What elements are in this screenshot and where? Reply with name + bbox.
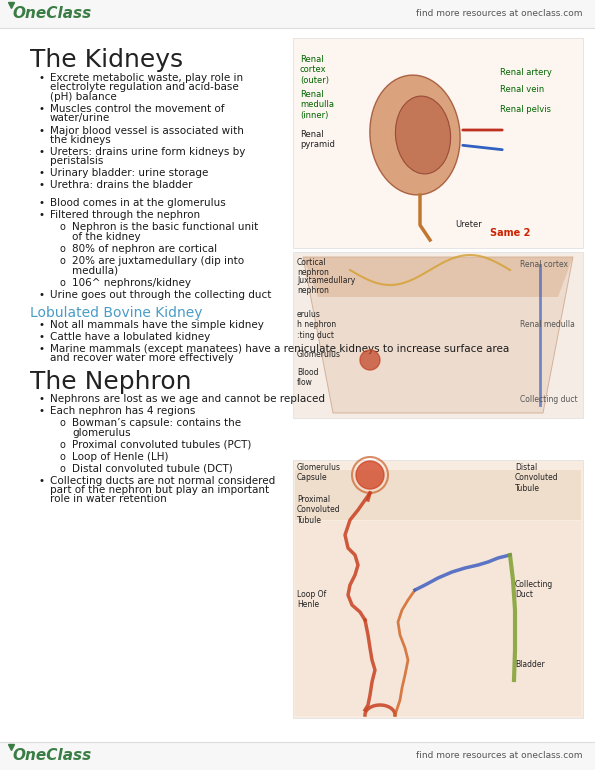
Text: Renal artery: Renal artery <box>500 68 552 77</box>
Text: Major blood vessel is associated with: Major blood vessel is associated with <box>50 126 244 136</box>
Text: Collecting duct: Collecting duct <box>520 395 578 404</box>
Text: •: • <box>38 147 44 157</box>
Text: Renal medulla: Renal medulla <box>520 320 575 329</box>
Text: OneClass: OneClass <box>12 748 91 764</box>
Text: peristalsis: peristalsis <box>50 156 104 166</box>
Text: 106^ nephrons/kidney: 106^ nephrons/kidney <box>72 277 191 287</box>
Text: o: o <box>60 277 66 287</box>
Text: water/urine: water/urine <box>50 113 110 123</box>
Text: Collecting
Duct: Collecting Duct <box>515 580 553 599</box>
Text: Ureter: Ureter <box>455 220 482 229</box>
Text: find more resources at oneclass.com: find more resources at oneclass.com <box>416 9 583 18</box>
Polygon shape <box>303 257 573 297</box>
Text: 20% are juxtamedullary (dip into: 20% are juxtamedullary (dip into <box>72 256 244 266</box>
Text: •: • <box>38 126 44 136</box>
Text: •: • <box>38 343 44 353</box>
Text: Proximal
Convoluted
Tubule: Proximal Convoluted Tubule <box>297 495 340 525</box>
Text: Filtered through the nephron: Filtered through the nephron <box>50 210 200 220</box>
Text: Bladder: Bladder <box>515 660 545 669</box>
Text: Loop Of
Henle: Loop Of Henle <box>297 590 326 609</box>
Text: Loop of Henle (LH): Loop of Henle (LH) <box>72 451 168 461</box>
Text: Renal
cortex
(outer): Renal cortex (outer) <box>300 55 329 85</box>
Text: Not all mammals have the simple kidney: Not all mammals have the simple kidney <box>50 320 264 330</box>
Text: Nephrons are lost as we age and cannot be replaced: Nephrons are lost as we age and cannot b… <box>50 394 325 404</box>
Text: Distal convoluted tubule (DCT): Distal convoluted tubule (DCT) <box>72 464 233 474</box>
Text: Renal
medulla
(inner): Renal medulla (inner) <box>300 90 334 120</box>
Bar <box>293 252 583 418</box>
Text: •: • <box>38 476 44 486</box>
Ellipse shape <box>370 75 460 195</box>
Text: Blood
flow: Blood flow <box>297 368 318 387</box>
Text: Urinary bladder: urine storage: Urinary bladder: urine storage <box>50 169 208 179</box>
Text: Renal
pyramid: Renal pyramid <box>300 130 335 149</box>
Text: Nephron is the basic functional unit: Nephron is the basic functional unit <box>72 223 258 233</box>
Text: glomerulus: glomerulus <box>72 427 131 437</box>
Text: Collecting ducts are not normal considered: Collecting ducts are not normal consider… <box>50 476 275 486</box>
Text: •: • <box>38 73 44 83</box>
Text: Each nephron has 4 regions: Each nephron has 4 regions <box>50 406 195 416</box>
Text: Renal cortex: Renal cortex <box>520 260 568 269</box>
Bar <box>293 460 583 718</box>
Text: Marine mammals (except manatees) have a reniculate kidneys to increase surface a: Marine mammals (except manatees) have a … <box>50 343 509 353</box>
Circle shape <box>356 461 384 489</box>
Text: Excrete metabolic waste, play role in: Excrete metabolic waste, play role in <box>50 73 243 83</box>
Text: Lobulated Bovine Kidney: Lobulated Bovine Kidney <box>30 306 202 320</box>
Text: •: • <box>38 180 44 190</box>
Text: Same 2: Same 2 <box>490 228 530 238</box>
Text: Blood comes in at the glomerulus: Blood comes in at the glomerulus <box>50 199 226 209</box>
Circle shape <box>360 350 380 370</box>
Text: Urine goes out through the collecting duct: Urine goes out through the collecting du… <box>50 290 271 300</box>
Text: •: • <box>38 199 44 209</box>
Text: find more resources at oneclass.com: find more resources at oneclass.com <box>416 752 583 761</box>
Text: Bowman’s capsule: contains the: Bowman’s capsule: contains the <box>72 418 241 428</box>
Text: Juxtamedullary
nephron: Juxtamedullary nephron <box>297 276 355 296</box>
Text: o: o <box>60 244 66 254</box>
Text: •: • <box>38 210 44 220</box>
Text: o: o <box>60 440 66 450</box>
Text: o: o <box>60 451 66 461</box>
Bar <box>295 521 581 716</box>
Text: and recover water more effectively: and recover water more effectively <box>50 353 234 363</box>
Text: •: • <box>38 320 44 330</box>
Bar <box>293 38 583 248</box>
Text: of the kidney: of the kidney <box>72 232 140 242</box>
Text: Ureters: drains urine form kidneys by: Ureters: drains urine form kidneys by <box>50 147 245 157</box>
Text: medulla): medulla) <box>72 266 118 276</box>
Text: part of the nephron but play an important: part of the nephron but play an importan… <box>50 485 269 495</box>
Bar <box>0 742 595 770</box>
Text: •: • <box>38 104 44 114</box>
Polygon shape <box>303 257 573 413</box>
Text: Cortical
nephron: Cortical nephron <box>297 258 329 277</box>
Text: •: • <box>38 290 44 300</box>
Bar <box>0 0 595 28</box>
Text: electrolyte regulation and acid-base: electrolyte regulation and acid-base <box>50 82 239 92</box>
Text: the kidneys: the kidneys <box>50 135 111 145</box>
Text: Cattle have a lobulated kidney: Cattle have a lobulated kidney <box>50 332 210 342</box>
Text: o: o <box>60 418 66 428</box>
Text: •: • <box>38 169 44 179</box>
Text: (pH) balance: (pH) balance <box>50 92 117 102</box>
Text: Urethra: drains the bladder: Urethra: drains the bladder <box>50 180 193 190</box>
Text: o: o <box>60 256 66 266</box>
Text: o: o <box>60 464 66 474</box>
Text: Proximal convoluted tubules (PCT): Proximal convoluted tubules (PCT) <box>72 440 251 450</box>
Text: •: • <box>38 332 44 342</box>
Text: Renal pelvis: Renal pelvis <box>500 105 551 114</box>
Text: o: o <box>60 223 66 233</box>
Text: 80% of nephron are cortical: 80% of nephron are cortical <box>72 244 217 254</box>
Ellipse shape <box>396 96 450 174</box>
Text: •: • <box>38 394 44 404</box>
Text: OneClass: OneClass <box>12 6 91 22</box>
Text: Glomerulus
Capsule: Glomerulus Capsule <box>297 463 341 482</box>
Bar <box>295 470 581 520</box>
Text: The Nephron: The Nephron <box>30 370 192 394</box>
Text: erulus
h nephron
:ting duct: erulus h nephron :ting duct <box>297 310 336 340</box>
Text: Renal vein: Renal vein <box>500 85 544 94</box>
Text: Glomerulus: Glomerulus <box>297 350 341 359</box>
Text: •: • <box>38 406 44 416</box>
Text: Distal
Convoluted
Tubule: Distal Convoluted Tubule <box>515 463 559 493</box>
Text: role in water retention: role in water retention <box>50 494 167 504</box>
Text: Muscles control the movement of: Muscles control the movement of <box>50 104 224 114</box>
Text: The Kidneys: The Kidneys <box>30 48 183 72</box>
